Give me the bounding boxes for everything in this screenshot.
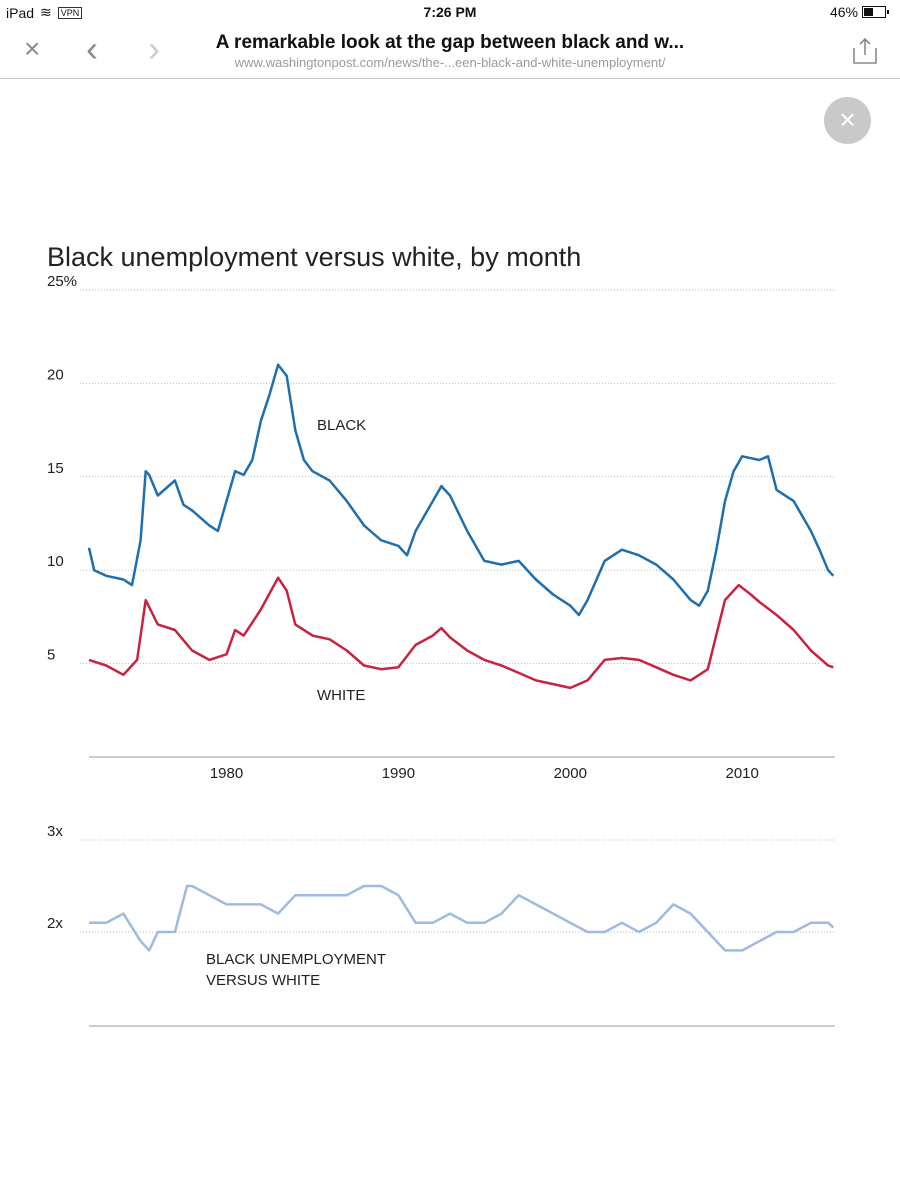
wifi-icon: ≋ — [40, 4, 52, 20]
share-icon[interactable] — [850, 36, 880, 66]
forward-icon[interactable]: › — [148, 28, 160, 69]
close-icon[interactable]: × — [24, 33, 41, 64]
battery-percent: 46% — [829, 4, 858, 20]
vpn-badge: VPN — [57, 6, 83, 19]
chart-title: Black unemployment versus white, by mont… — [47, 242, 581, 272]
y-tick-label: 25% — [47, 273, 77, 290]
page-url[interactable]: www.washingtonpost.com/news/the-...een-b… — [234, 55, 666, 70]
x-tick-label: 2000 — [554, 765, 587, 782]
status-bar: iPad ≋ VPN 7:26 PM 46% — [0, 0, 900, 24]
ratio-label-line1: BLACK UNEMPLOYMENT — [206, 951, 386, 968]
series-line-black — [87, 363, 835, 617]
series-label-black: BLACK — [317, 417, 366, 434]
overlay-close-button[interactable]: × — [824, 97, 871, 144]
device-name: iPad — [6, 4, 35, 21]
y-tick-label: 15 — [47, 460, 64, 477]
series-line-black-unemployment-versus-white — [89, 884, 835, 952]
x-tick-label: 1990 — [382, 765, 415, 782]
y-tick-label: 2x — [47, 915, 63, 932]
ratio-label-line2: VERSUS WHITE — [206, 972, 320, 989]
x-tick-label: 2010 — [725, 765, 758, 782]
series-line-white — [88, 576, 834, 690]
y-tick-label: 20 — [47, 366, 64, 383]
series-label-white: WHITE — [317, 687, 365, 704]
y-tick-label: 3x — [47, 823, 63, 840]
clock: 7:26 PM — [423, 4, 477, 20]
browser-toolbar: × ‹ › A remarkable look at the gap betwe… — [0, 24, 900, 79]
x-tick-label: 1980 — [210, 765, 243, 782]
battery-icon — [862, 6, 889, 18]
back-icon[interactable]: ‹ — [86, 28, 98, 69]
page-title: A remarkable look at the gap between bla… — [215, 32, 685, 53]
y-tick-label: 10 — [47, 553, 64, 570]
y-tick-label: 5 — [47, 647, 55, 664]
